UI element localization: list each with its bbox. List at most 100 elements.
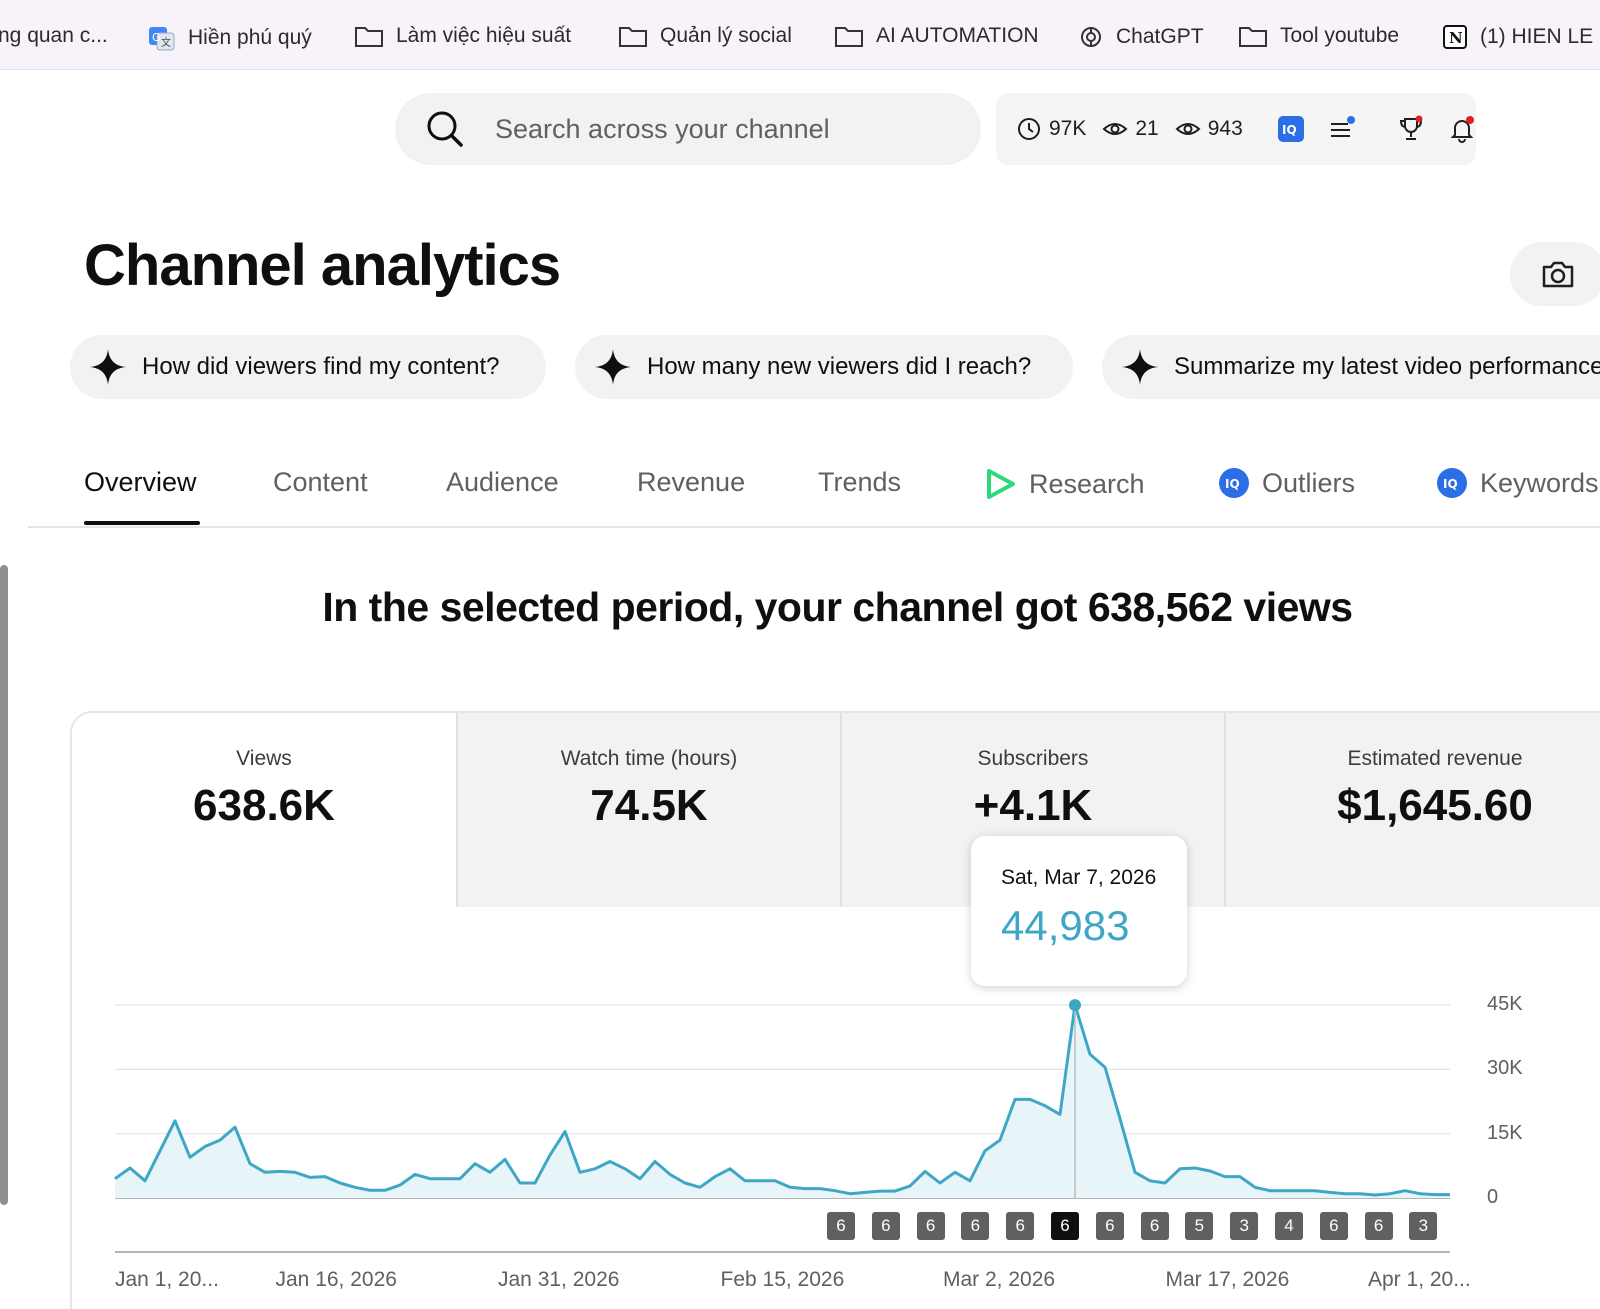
svg-text:N: N [1449, 29, 1463, 47]
period-summary: In the selected period, your channel got… [322, 584, 1353, 630]
search-placeholder: Search across your channel [495, 113, 830, 144]
video-published-badge[interactable]: 6 [1006, 1212, 1035, 1240]
scrollbar[interactable] [0, 565, 8, 1205]
bookmark-7[interactable]: N (1) HIEN LE [1442, 24, 1593, 50]
x-tick-label: Jan 16, 2026 [275, 1268, 397, 1291]
svg-text:G: G [152, 31, 161, 44]
y-tick-label: 15K [1487, 1121, 1523, 1144]
sparkle-icon [595, 349, 631, 385]
bookmark-2[interactable]: Làm việc hiệu suất [354, 24, 571, 48]
bookmark-5[interactable]: ChatGPT [1078, 24, 1204, 50]
watch-hours-stat[interactable]: 97K [1016, 116, 1086, 142]
menu-button[interactable] [1328, 115, 1363, 143]
video-published-badge[interactable]: 5 [1185, 1212, 1214, 1240]
metric-card-views[interactable]: Views 638.6K [72, 713, 456, 907]
sparkle-icon [90, 349, 126, 385]
video-published-badge[interactable]: 6 [827, 1212, 855, 1240]
bookmark-0[interactable]: ng quan c... [0, 24, 108, 47]
x-tick-label: Jan 1, 20... [115, 1268, 219, 1291]
x-tick-label: Mar 17, 2026 [1165, 1268, 1290, 1291]
chart-tooltip: Sat, Mar 7, 2026 44,983 [971, 836, 1187, 986]
suggestion-chip-0[interactable]: How did viewers find my content? [70, 335, 546, 399]
research-icon [987, 469, 1015, 499]
bookmark-4[interactable]: AI AUTOMATION [834, 24, 1039, 48]
tab-revenue[interactable]: Revenue [637, 467, 746, 497]
bookmark-6[interactable]: Tool youtube [1238, 24, 1399, 48]
vidiq-icon: IQ [1437, 468, 1467, 498]
bell-icon [1450, 116, 1474, 143]
views-stat-a[interactable]: 21 [1102, 116, 1159, 142]
metric-label: Estimated revenue [1347, 747, 1523, 770]
svg-text:文: 文 [161, 36, 171, 49]
metric-card-revenue[interactable]: Estimated revenue $1,645.60 [1224, 713, 1600, 907]
video-published-badge[interactable]: 3 [1409, 1212, 1438, 1240]
tab-research[interactable]: Research [983, 467, 1145, 501]
tab-content[interactable]: Content [273, 467, 368, 497]
metric-label: Subscribers [977, 747, 1089, 770]
video-published-badge[interactable]: 6 [1364, 1212, 1393, 1240]
svg-text:IQ: IQ [1443, 477, 1458, 491]
video-published-badge[interactable]: 4 [1275, 1212, 1303, 1240]
metric-value: 638.6K [193, 781, 335, 830]
vidiq-icon: IQ [1277, 116, 1304, 142]
video-published-badge[interactable]: 6 [1140, 1212, 1169, 1240]
x-tick-label: Jan 31, 2026 [498, 1268, 620, 1291]
extension-toolbar: 97K 21 943 IQ [996, 93, 1476, 165]
folder-icon [619, 27, 647, 47]
y-tick-label: 0 [1487, 1186, 1499, 1208]
folder-icon [1239, 27, 1267, 47]
page-title: Channel analytics [84, 233, 561, 298]
suggestion-chip-2[interactable]: Summarize my latest video performance [1102, 335, 1600, 399]
eye-icon [1102, 123, 1128, 135]
video-published-badge[interactable]: 6 [1095, 1212, 1124, 1240]
suggestion-chip-1[interactable]: How many new viewers did I reach? [575, 335, 1073, 399]
y-tick-label: 45K [1487, 993, 1523, 1015]
svg-text:IQ: IQ [1282, 123, 1297, 137]
screenshot-button[interactable] [1510, 242, 1600, 306]
video-published-badge[interactable]: 6 [961, 1212, 990, 1240]
tab-trends[interactable]: Trends [818, 467, 902, 497]
x-tick-label: Apr 1, 20... [1368, 1268, 1471, 1291]
search-input[interactable]: Search across your channel [395, 93, 981, 165]
tooltip-value: 44,983 [1001, 902, 1130, 949]
video-published-badge[interactable]: 6 [871, 1212, 900, 1240]
svg-text:IQ: IQ [1225, 477, 1240, 491]
eye-icon [1175, 123, 1201, 135]
tab-outliers[interactable]: IQ Outliers [1218, 467, 1355, 499]
vidiq-icon: IQ [1219, 468, 1249, 498]
metric-value: $1,645.60 [1337, 781, 1533, 830]
metric-card-watch-time[interactable]: Watch time (hours) 74.5K [456, 713, 840, 907]
video-published-badge[interactable]: 6 [1319, 1212, 1348, 1240]
metric-label: Watch time (hours) [560, 747, 738, 770]
folder-icon [355, 27, 383, 47]
trophy-icon [1399, 115, 1423, 140]
metric-value: 74.5K [590, 781, 708, 830]
folder-icon [835, 27, 863, 47]
metric-label: Views [236, 747, 292, 770]
vidiq-button[interactable]: IQ [1277, 115, 1312, 143]
tab-keywords[interactable]: IQ Keywords [1436, 467, 1599, 499]
tooltip-date: Sat, Mar 7, 2026 [1001, 866, 1157, 889]
metric-value: +4.1K [973, 781, 1093, 830]
video-published-badge[interactable]: 3 [1230, 1212, 1259, 1240]
menu-icon [1330, 116, 1355, 137]
achievements-button[interactable] [1397, 115, 1432, 143]
notifications-button[interactable] [1448, 115, 1483, 143]
video-published-badge[interactable]: 6 [1051, 1212, 1079, 1240]
search-icon [427, 111, 463, 147]
tab-audience[interactable]: Audience [446, 467, 559, 497]
active-tab-indicator [84, 521, 200, 525]
camera-icon [1542, 261, 1574, 288]
openai-icon [1081, 27, 1101, 47]
x-tick-label: Mar 2, 2026 [943, 1268, 1056, 1291]
tab-overview[interactable]: Overview [84, 467, 197, 497]
bookmark-3[interactable]: Quản lý social [618, 24, 792, 48]
views-stat-b[interactable]: 943 [1175, 116, 1243, 142]
notion-icon: N [1443, 25, 1467, 49]
video-published-badge[interactable]: 6 [916, 1212, 945, 1240]
sparkle-icon [1122, 349, 1158, 385]
x-tick-label: Feb 15, 2026 [720, 1268, 845, 1291]
